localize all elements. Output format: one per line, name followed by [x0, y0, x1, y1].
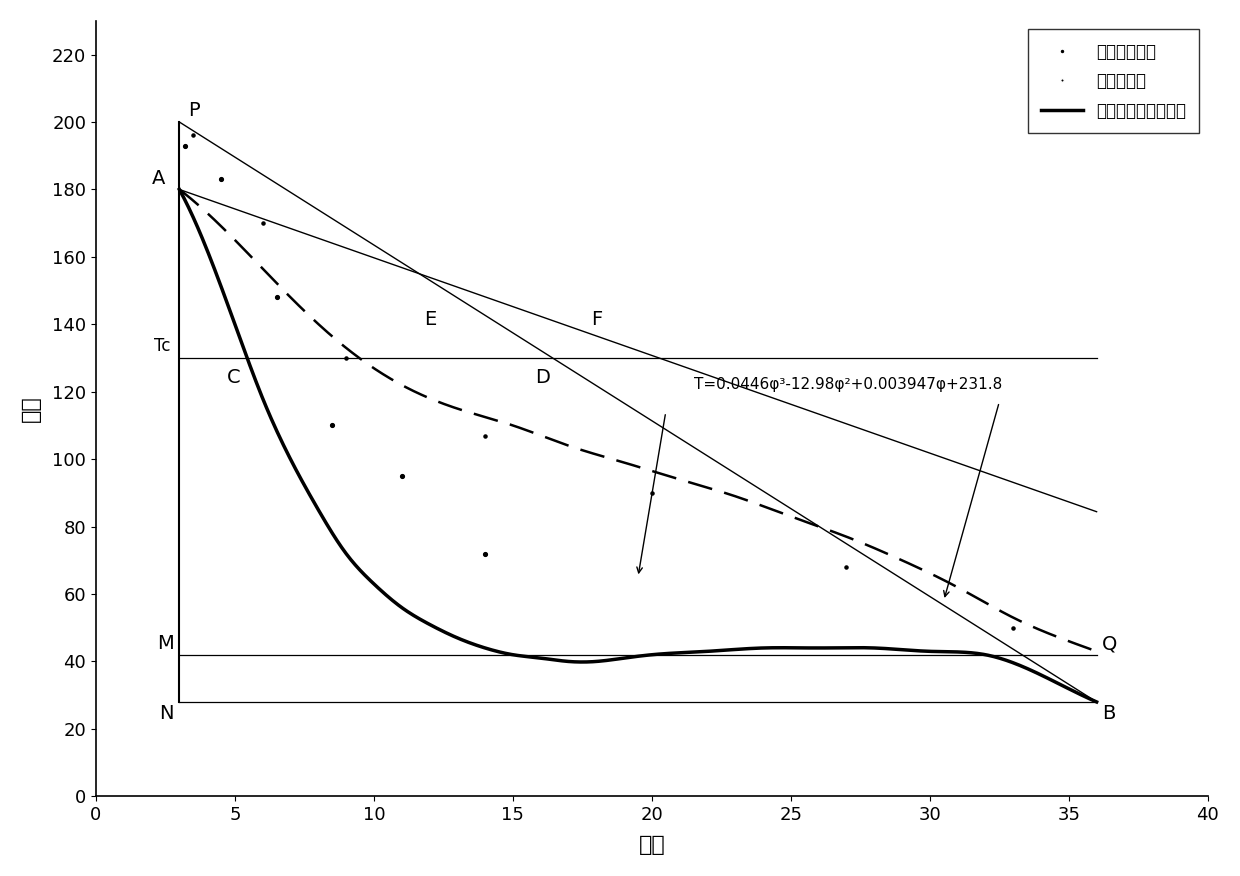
- Point: [211, 173, 231, 187]
- Point: [837, 560, 857, 574]
- Text: B: B: [1102, 703, 1116, 723]
- Point: [336, 351, 356, 365]
- Point: [392, 469, 412, 483]
- Text: T=0.0446φ³-12.98φ²+0.003947φ+231.8: T=0.0446φ³-12.98φ²+0.003947φ+231.8: [693, 378, 1002, 392]
- Point: [175, 138, 195, 152]
- Text: A: A: [153, 169, 165, 187]
- X-axis label: 比值: 比值: [639, 835, 665, 855]
- Text: E: E: [424, 310, 436, 329]
- Text: Tc: Tc: [155, 336, 171, 355]
- Point: [267, 290, 286, 304]
- Point: [1003, 621, 1023, 635]
- Text: Q: Q: [1102, 634, 1117, 653]
- Text: M: M: [157, 634, 174, 653]
- Point: [322, 419, 342, 433]
- Text: C: C: [227, 368, 241, 387]
- Text: F: F: [590, 310, 601, 329]
- Point: [475, 547, 495, 561]
- Point: [642, 486, 662, 500]
- Text: N: N: [159, 703, 174, 723]
- Point: [184, 129, 203, 143]
- Text: P: P: [187, 102, 200, 120]
- Legend: 实验室数据点, 现场实测点, 实验室数据拟合曲线: 实验室数据点, 现场实测点, 实验室数据拟合曲线: [1028, 29, 1199, 133]
- Y-axis label: 温度: 温度: [21, 395, 41, 422]
- Text: D: D: [536, 368, 551, 387]
- Point: [475, 428, 495, 442]
- Point: [253, 216, 273, 230]
